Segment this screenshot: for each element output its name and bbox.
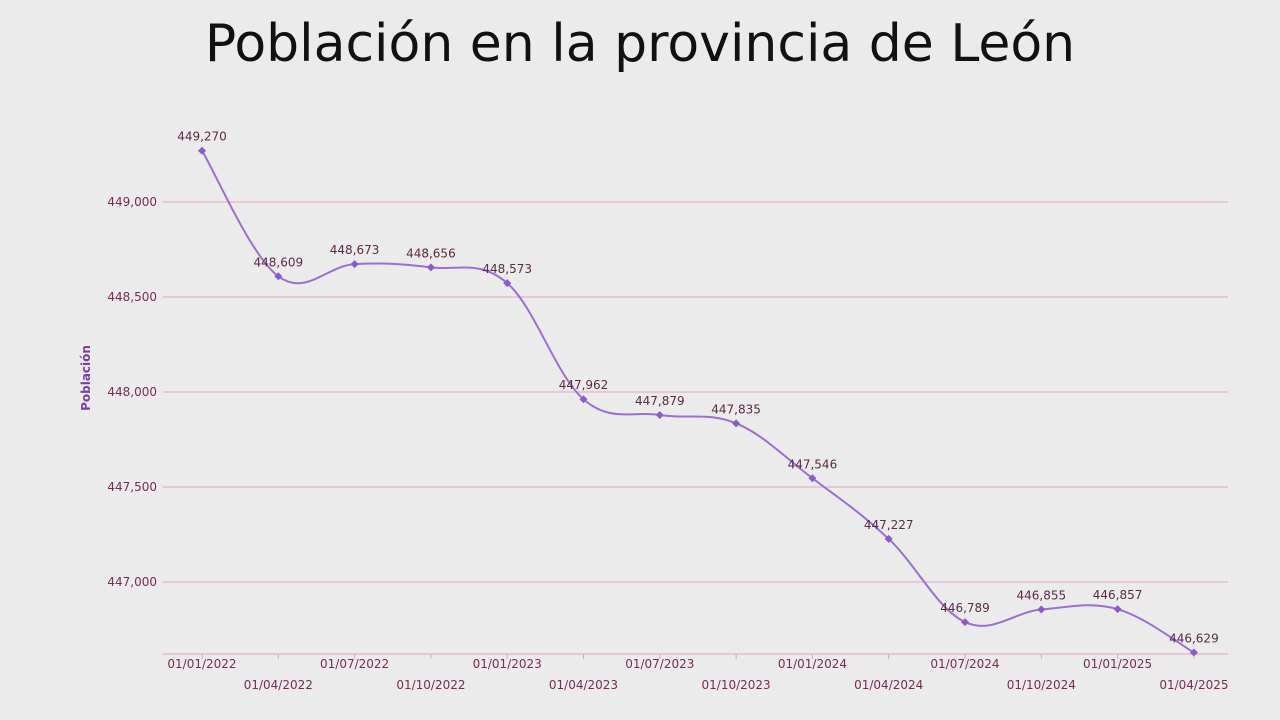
data-label: 447,227 (864, 518, 914, 532)
y-tick-label: 449,000 (107, 195, 157, 209)
data-label: 446,857 (1093, 588, 1143, 602)
data-point (808, 474, 817, 483)
data-point (884, 534, 893, 543)
series-line (201, 150, 1195, 654)
x-tick-label: 01/10/2023 (702, 678, 771, 692)
data-label: 446,789 (940, 601, 990, 615)
y-axis-title: Población (79, 345, 93, 411)
x-tick-label: 01/04/2024 (854, 678, 923, 692)
data-point (198, 146, 206, 155)
x-tick-label: 01/07/2023 (625, 657, 694, 671)
x-tick-label: 01/07/2022 (320, 657, 389, 671)
data-point (426, 263, 435, 272)
data-point (732, 419, 741, 428)
data-label: 447,879 (635, 394, 685, 408)
data-label: 449,270 (177, 130, 227, 144)
x-tick-label: 01/01/2024 (778, 657, 847, 671)
data-point (350, 260, 359, 269)
data-point (961, 618, 969, 627)
data-label: 447,835 (711, 402, 761, 416)
data-label: 448,656 (406, 246, 456, 260)
x-tick-label: 01/01/2022 (167, 657, 236, 671)
x-tick-label: 01/10/2024 (1007, 678, 1076, 692)
x-tick-label: 01/01/2023 (473, 657, 542, 671)
x-tick-label: 01/07/2024 (930, 657, 999, 671)
data-label: 448,673 (330, 243, 380, 257)
data-point (1113, 605, 1122, 614)
data-point (1189, 648, 1198, 657)
x-tick-label: 01/10/2022 (396, 678, 465, 692)
data-label: 447,962 (559, 378, 609, 392)
data-label: 447,546 (788, 457, 838, 471)
data-point (655, 410, 664, 419)
x-tick-label: 01/04/2025 (1159, 678, 1228, 692)
data-label: 446,855 (1016, 589, 1066, 603)
series-layer (198, 146, 1198, 657)
data-point (579, 395, 588, 404)
data-point (503, 279, 512, 288)
data-point (1037, 605, 1046, 614)
data-point (274, 272, 283, 281)
x-tick-label: 01/04/2022 (244, 678, 313, 692)
grid-layer (163, 201, 1228, 583)
data-label: 446,629 (1169, 631, 1219, 645)
data-label: 448,573 (482, 262, 532, 276)
axis-layer: 447,000 447,500 448,000 448,500 449,000 01/01… (107, 195, 1228, 692)
y-tick-label: 447,000 (107, 575, 157, 589)
chart-title: Población en la provincia de León (204, 14, 1076, 74)
y-tick-label: 447,500 (107, 480, 157, 494)
x-tick-label: 01/01/2025 (1083, 657, 1152, 671)
label-layer: 449,270 448,609 448,673 448,656 448,573 447,9… (177, 130, 1219, 646)
y-tick-label: 448,500 (107, 290, 157, 304)
data-label: 448,609 (253, 255, 303, 269)
x-tick-label: 01/04/2023 (549, 678, 618, 692)
y-tick-label: 448,000 (107, 385, 157, 399)
